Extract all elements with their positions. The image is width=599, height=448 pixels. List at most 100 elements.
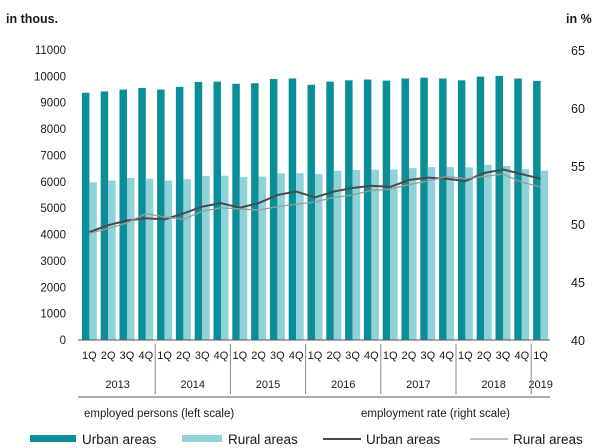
quarter-label: 2Q bbox=[477, 350, 492, 362]
rural-bar bbox=[465, 167, 473, 340]
urban-bar bbox=[119, 89, 127, 340]
rural-bar bbox=[484, 164, 492, 340]
left-scale-note: employed persons (left scale) bbox=[84, 408, 234, 420]
quarter-label: 3Q bbox=[120, 350, 135, 362]
urban-bar bbox=[476, 76, 485, 340]
rural-bar bbox=[333, 170, 342, 340]
left-tick-label: 6000 bbox=[40, 177, 66, 189]
urban-bar bbox=[457, 80, 466, 340]
left-tick-label: 2000 bbox=[40, 282, 66, 294]
urban-bar bbox=[232, 83, 240, 340]
urban-bar bbox=[213, 81, 221, 340]
rural-bar bbox=[352, 169, 361, 340]
quarter-label: 1Q bbox=[383, 350, 398, 362]
rural-bar bbox=[409, 168, 417, 340]
right-tick-label: 60 bbox=[571, 102, 585, 116]
line-group bbox=[89, 168, 541, 234]
left-tick-label: 4000 bbox=[40, 230, 66, 242]
rural-bar bbox=[296, 173, 304, 340]
legend-label: Rural areas bbox=[228, 432, 298, 447]
quarter-label: 1Q bbox=[157, 350, 172, 362]
quarter-label: 4Q bbox=[514, 350, 529, 362]
rural-bar bbox=[221, 175, 229, 340]
quarter-label: 3Q bbox=[496, 350, 511, 362]
urban-bar bbox=[81, 92, 90, 341]
rural-bar bbox=[164, 180, 173, 340]
urban-bar bbox=[495, 75, 503, 340]
urban-bar bbox=[269, 79, 278, 340]
urban-bar bbox=[514, 78, 522, 340]
urban-bar bbox=[251, 83, 259, 340]
rural-bar bbox=[427, 167, 436, 340]
left-tick-label: 5000 bbox=[40, 203, 66, 215]
legend-swatch-bar bbox=[182, 435, 222, 442]
rural-bar bbox=[258, 176, 267, 340]
rural-bar bbox=[521, 169, 530, 340]
year-label: 2014 bbox=[181, 379, 205, 391]
right-scale-note: employment rate (right scale) bbox=[361, 408, 510, 420]
quarter-label: 4Q bbox=[214, 350, 229, 362]
left-tick-label: 9000 bbox=[40, 98, 66, 110]
right-tick-label: 55 bbox=[571, 160, 585, 174]
rural-bar bbox=[239, 177, 248, 340]
quarter-label: 1Q bbox=[232, 350, 247, 362]
rural-bar bbox=[145, 178, 154, 340]
quarter-label: 3Q bbox=[345, 350, 360, 362]
year-label: 2017 bbox=[406, 379, 430, 391]
quarter-label: 1Q bbox=[533, 350, 548, 362]
urban-bar bbox=[401, 78, 409, 340]
rural-bar bbox=[446, 167, 455, 340]
year-label: 2019 bbox=[528, 379, 552, 391]
quarter-label: 3Q bbox=[420, 350, 435, 362]
quarter-label: 2Q bbox=[101, 350, 116, 362]
right-tick-label: 40 bbox=[571, 334, 585, 348]
urban-bar bbox=[345, 80, 353, 340]
rural-bar bbox=[127, 177, 135, 340]
urban-bar bbox=[307, 84, 315, 340]
urban-bar bbox=[382, 80, 391, 340]
quarter-label: 1Q bbox=[308, 350, 323, 362]
right-tick-label: 45 bbox=[571, 276, 585, 290]
quarter-label: 2Q bbox=[402, 350, 417, 362]
right-axis-ticks: 40 45 50 55 60 65 bbox=[571, 44, 585, 348]
quarter-label: 3Q bbox=[195, 350, 210, 362]
urban-bar bbox=[194, 81, 203, 341]
right-tick-label: 65 bbox=[571, 44, 585, 58]
left-tick-label: 11000 bbox=[35, 45, 66, 57]
year-label: 2018 bbox=[481, 379, 505, 391]
quarter-label: 2Q bbox=[176, 350, 191, 362]
left-tick-label: 10000 bbox=[34, 71, 66, 83]
legend-label: Urban areas bbox=[82, 432, 157, 447]
urban-bar bbox=[157, 89, 165, 340]
year-label: 2016 bbox=[331, 379, 355, 391]
quarter-ticks: 1Q 2Q 3Q 4Q 1Q 2Q 3Q 4Q 1Q 2Q 3Q 4Q 1Q 2Q 3Q 4Q 1Q 2Q 3Q 4Q… bbox=[82, 350, 548, 362]
quarter-label: 1Q bbox=[458, 350, 473, 362]
right-axis-label: in % bbox=[566, 12, 592, 26]
urban-bar bbox=[175, 86, 184, 340]
year-label: 2013 bbox=[105, 379, 129, 391]
rural-bar bbox=[390, 169, 398, 340]
urban-bar bbox=[420, 77, 428, 341]
quarter-label: 1Q bbox=[82, 350, 97, 362]
rural-bar bbox=[315, 173, 323, 340]
rural-bar bbox=[540, 170, 549, 340]
left-axis-label: in thous. bbox=[6, 12, 58, 26]
rural-bar bbox=[183, 179, 191, 340]
urban-bar bbox=[288, 78, 297, 340]
left-tick-label: 0 bbox=[60, 335, 66, 347]
rural-bar bbox=[371, 169, 379, 340]
urban-bar bbox=[439, 78, 447, 340]
left-axis-ticks: 0 1000 2000 3000 4000 5000 6000 7000 8000 9000 100… bbox=[34, 45, 66, 347]
legend-label: Rural areas bbox=[513, 432, 583, 447]
urban-bar bbox=[138, 87, 146, 341]
legend-label: Urban areas bbox=[366, 432, 441, 447]
left-tick-label: 3000 bbox=[40, 256, 66, 268]
rural-bar bbox=[89, 182, 97, 340]
quarter-label: 4Q bbox=[439, 350, 454, 362]
bar-group bbox=[81, 75, 549, 341]
urban-bar bbox=[363, 79, 372, 340]
legend-swatch-bar bbox=[30, 435, 76, 442]
quarter-label: 4Q bbox=[364, 350, 379, 362]
rural-bar bbox=[277, 173, 285, 340]
